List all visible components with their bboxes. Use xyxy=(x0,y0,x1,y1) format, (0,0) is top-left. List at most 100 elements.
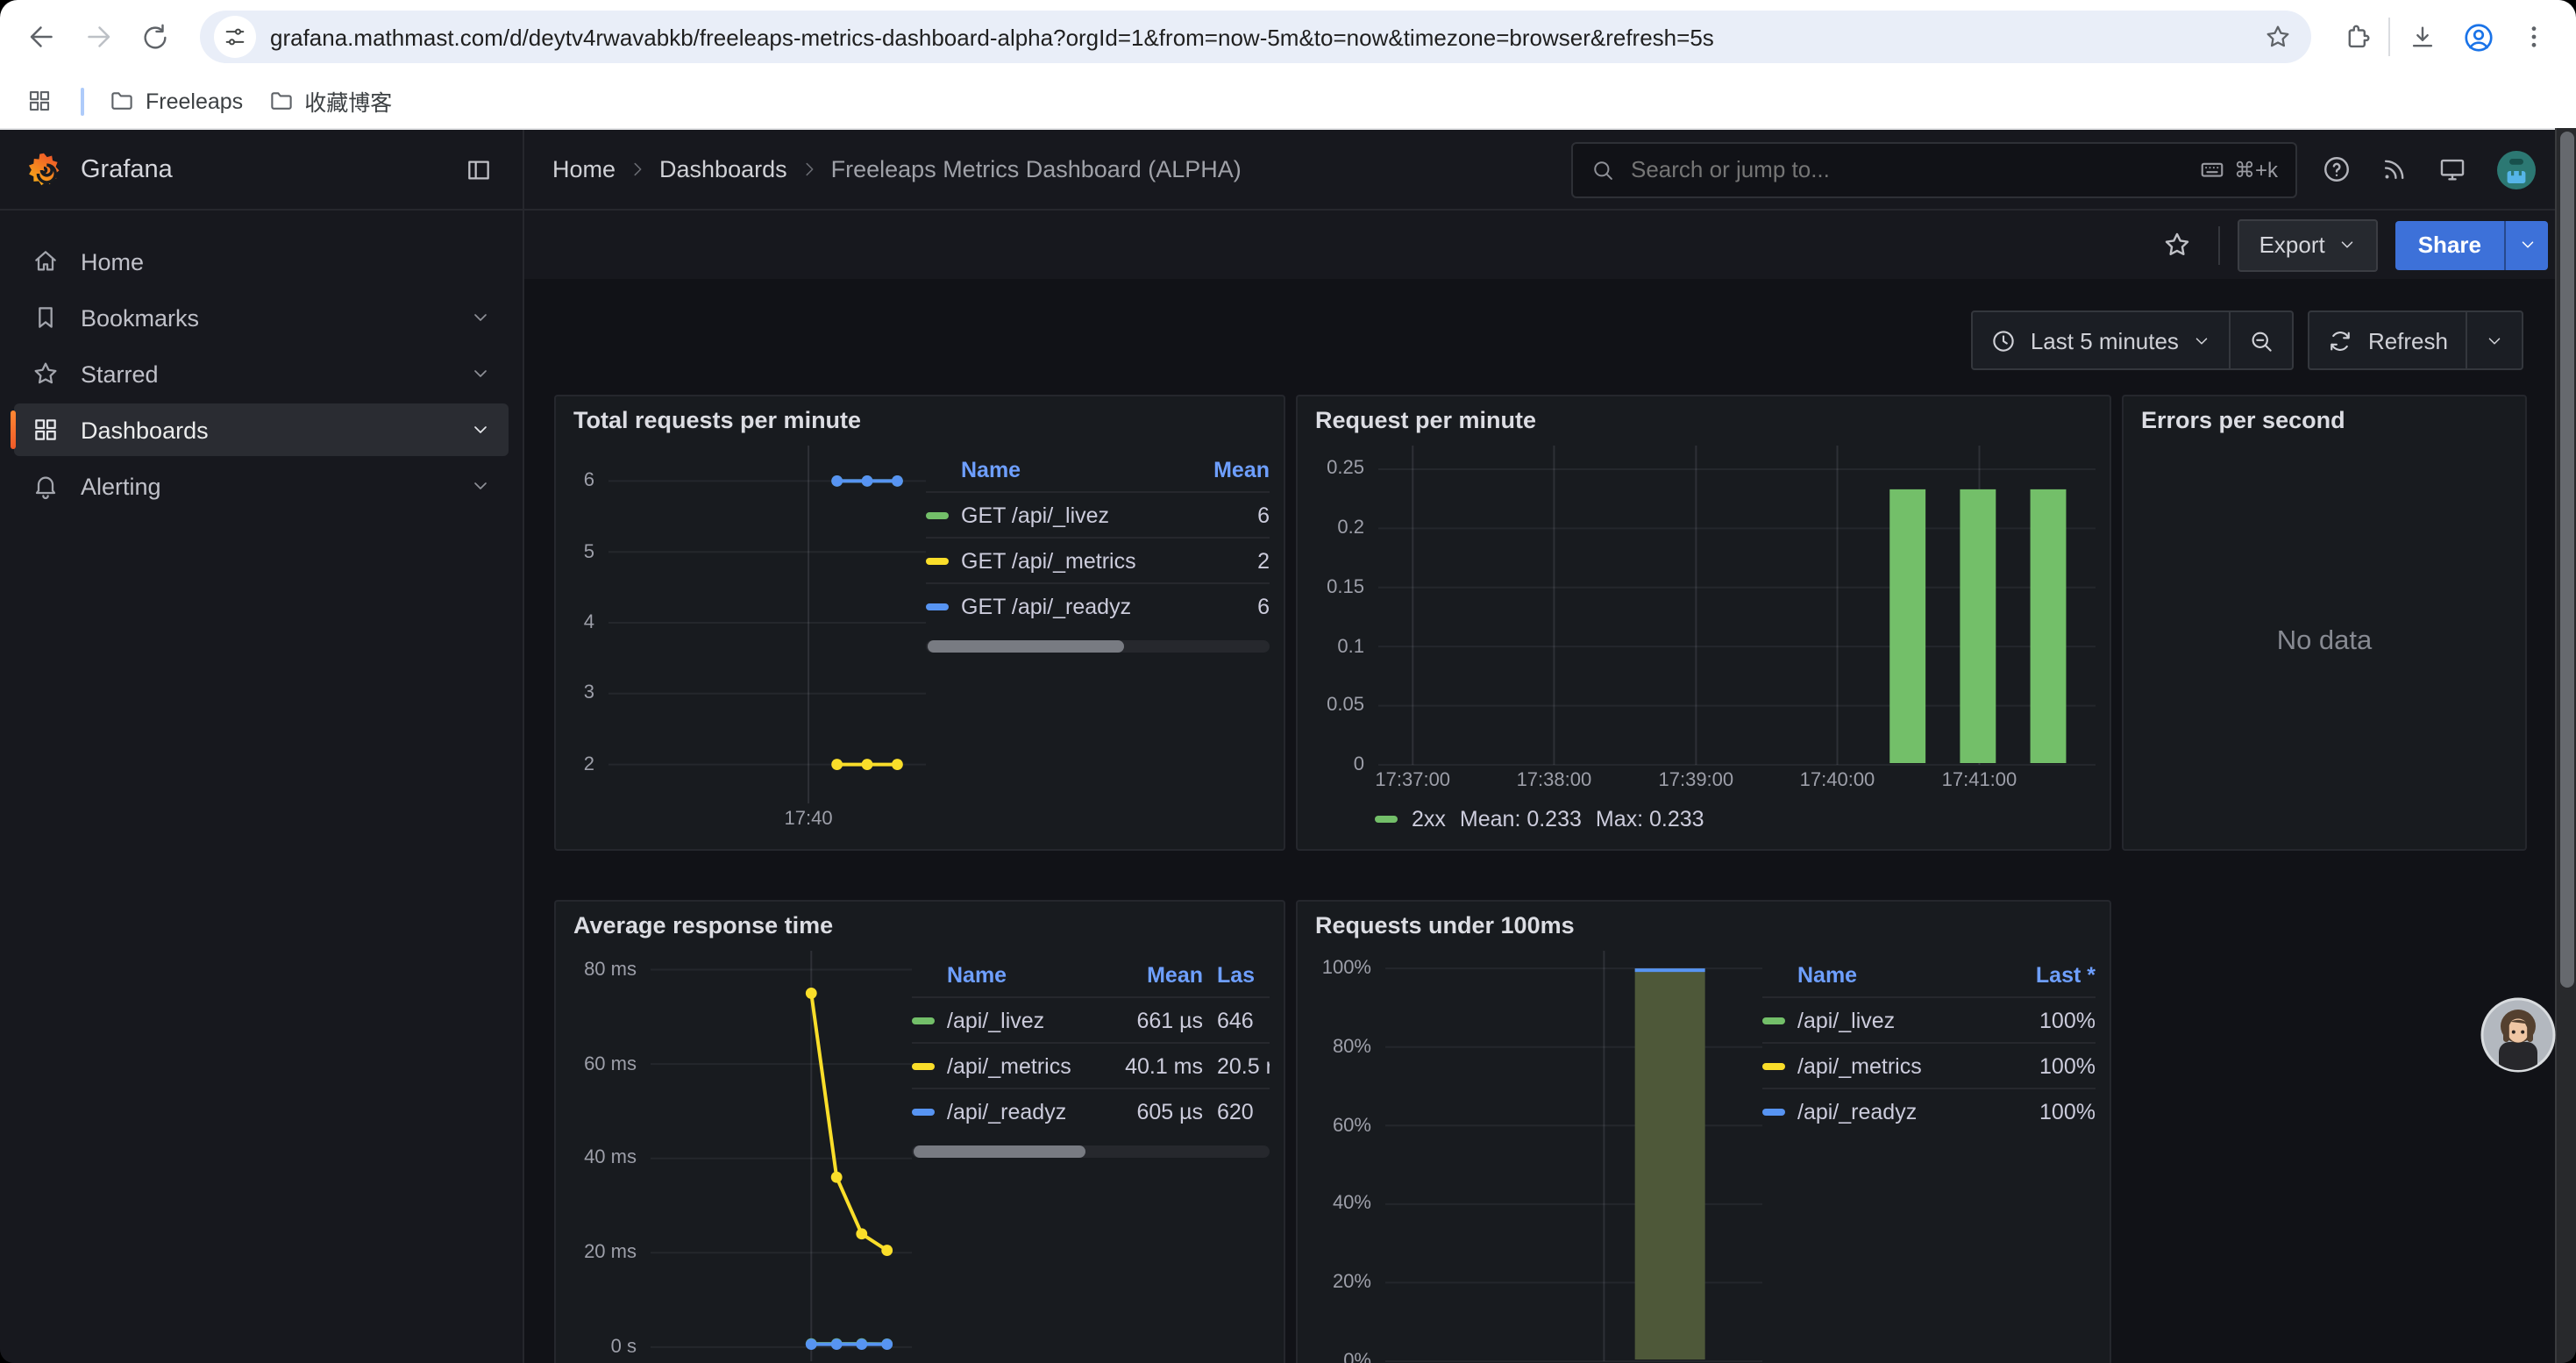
legend-inline[interactable]: 2xx Mean: 0.233 Max: 0.233 xyxy=(1312,800,2096,838)
page-scroll-thumb[interactable] xyxy=(2559,132,2573,988)
share-button[interactable]: Share xyxy=(2395,220,2504,269)
url-bar[interactable] xyxy=(200,11,2311,63)
shortcut-label: ⌘+k xyxy=(2234,157,2278,182)
legend-scroll-thumb[interactable] xyxy=(914,1145,1085,1158)
chevron-down-icon xyxy=(2485,331,2504,350)
extensions-button[interactable] xyxy=(2332,12,2381,61)
sidebar-item-bookmarks[interactable]: Bookmarks xyxy=(14,291,509,344)
series-name[interactable]: /api/_metrics xyxy=(947,1053,1101,1078)
legend-row[interactable]: /api/_readyz 100% xyxy=(1762,1088,2096,1133)
series-name[interactable]: /api/_readyz xyxy=(1797,1099,2004,1124)
legend-scrollbar[interactable] xyxy=(912,1145,1270,1158)
refresh-button[interactable]: Refresh xyxy=(2310,312,2466,368)
export-button[interactable]: Export xyxy=(2238,218,2378,271)
legend-scrollbar[interactable] xyxy=(926,640,1270,653)
requests-under-100ms-chart[interactable]: 100%80%60%40%20%0%17:40 xyxy=(1312,951,1762,1363)
sidebar-item-label: Home xyxy=(81,248,144,275)
page-scrollbar[interactable] xyxy=(2555,128,2576,1363)
refresh-group: Refresh xyxy=(2309,310,2523,370)
sidebar-item-dashboards[interactable]: Dashboards xyxy=(14,403,509,456)
puzzle-icon xyxy=(2342,22,2372,52)
browser-menu-button[interactable] xyxy=(2509,12,2558,61)
legend-scroll-thumb[interactable] xyxy=(928,640,1123,653)
legend-row[interactable]: /api/_readyz 605 µs 620 xyxy=(912,1088,1270,1133)
series-name[interactable]: GET /api/_readyz xyxy=(961,594,1189,618)
series-name[interactable]: /api/_livez xyxy=(1797,1008,2004,1032)
panel-title[interactable]: Request per minute xyxy=(1298,396,2110,444)
panel-title[interactable]: Total requests per minute xyxy=(556,396,1284,444)
panel-left-icon xyxy=(465,155,493,183)
bookmark-folder-freeleaps[interactable]: Freeleaps xyxy=(109,88,243,114)
search-box[interactable]: ⌘+k xyxy=(1571,141,2297,197)
zoom-out-icon xyxy=(2249,327,2275,353)
legend-col-mean[interactable]: Mean xyxy=(1189,458,1270,482)
series-name[interactable]: GET /api/_metrics xyxy=(961,548,1189,573)
legend-col-last[interactable]: Last * xyxy=(2004,963,2096,988)
refresh-interval-button[interactable] xyxy=(2466,312,2522,368)
downloads-button[interactable] xyxy=(2397,12,2446,61)
chevron-down-icon[interactable] xyxy=(470,307,491,328)
average-response-time-chart[interactable]: 80 ms60 ms40 ms20 ms0 s17:40 xyxy=(570,951,912,1363)
news-rss-icon[interactable] xyxy=(2380,154,2409,184)
topbar-icons xyxy=(2311,148,2548,190)
legend-col-name[interactable]: Name xyxy=(961,458,1189,482)
monitor-icon[interactable] xyxy=(2437,154,2467,184)
legend-col-mean[interactable]: Mean xyxy=(1101,963,1203,988)
chevron-down-icon[interactable] xyxy=(470,419,491,440)
collapse-sidebar-button[interactable] xyxy=(459,150,498,189)
legend-col-name[interactable]: Name xyxy=(1797,963,2004,988)
floating-assistant-avatar[interactable] xyxy=(2480,996,2557,1074)
arrow-right-icon xyxy=(82,21,114,53)
legend-row[interactable]: /api/_livez 661 µs 646 xyxy=(912,996,1270,1042)
series-name[interactable]: /api/_readyz xyxy=(947,1099,1101,1124)
series-mean: 6 xyxy=(1189,594,1270,618)
star-dashboard-button[interactable] xyxy=(2153,220,2202,269)
legend-row[interactable]: /api/_livez 100% xyxy=(1762,996,2096,1042)
series-name[interactable]: /api/_livez xyxy=(947,1008,1101,1032)
bookmark-folder-blogs[interactable]: 收藏博客 xyxy=(267,84,392,118)
series-name[interactable]: /api/_metrics xyxy=(1797,1053,2004,1078)
forward-button[interactable] xyxy=(74,12,123,61)
legend-row[interactable]: /api/_metrics 40.1 ms 20.5 r xyxy=(912,1042,1270,1088)
apps-shortcut-button[interactable] xyxy=(21,83,56,118)
time-range-button[interactable]: Last 5 minutes xyxy=(1973,312,2230,368)
series-name[interactable]: GET /api/_livez xyxy=(961,503,1189,527)
user-avatar[interactable] xyxy=(2495,148,2537,190)
panel-title[interactable]: Errors per second xyxy=(2124,396,2525,444)
series-name[interactable]: 2xx xyxy=(1412,807,1446,831)
panel-title[interactable]: Average response time xyxy=(556,902,1284,949)
sidebar-header: Grafana xyxy=(0,130,523,211)
series-color-chip xyxy=(1375,816,1398,823)
star-icon xyxy=(32,360,60,388)
sidebar-item-home[interactable]: Home xyxy=(14,235,509,288)
back-button[interactable] xyxy=(18,12,67,61)
chevron-down-icon[interactable] xyxy=(470,475,491,496)
legend-col-name[interactable]: Name xyxy=(947,963,1101,988)
legend-col-last[interactable]: Las xyxy=(1203,963,1270,988)
panel-title[interactable]: Requests under 100ms xyxy=(1298,902,2110,949)
url-input[interactable] xyxy=(256,24,2259,50)
sidebar-item-alerting[interactable]: Alerting xyxy=(14,460,509,512)
series-last: 100% xyxy=(2004,1099,2096,1124)
total-requests-chart[interactable]: 6543217:40 xyxy=(570,446,926,838)
legend-row[interactable]: GET /api/_readyz 6 xyxy=(926,582,1270,628)
profile-button[interactable] xyxy=(2453,12,2502,61)
legend-row[interactable]: GET /api/_livez 6 xyxy=(926,491,1270,537)
browser-window: Freeleaps 收藏博客 Grafana xyxy=(0,0,2576,1363)
chevron-down-icon[interactable] xyxy=(470,363,491,384)
request-per-minute-chart[interactable]: 0.250.20.150.10.05017:37:0017:38:0017:39… xyxy=(1312,446,2096,800)
site-settings-button[interactable] xyxy=(214,16,256,58)
zoom-out-time-button[interactable] xyxy=(2230,312,2293,368)
sidebar-item-starred[interactable]: Starred xyxy=(14,347,509,400)
help-icon[interactable] xyxy=(2322,154,2352,184)
time-range-group: Last 5 minutes xyxy=(1971,310,2295,370)
home-icon xyxy=(32,247,60,275)
breadcrumb-home[interactable]: Home xyxy=(552,156,616,182)
bookmark-page-button[interactable] xyxy=(2259,18,2297,56)
search-input[interactable] xyxy=(1627,154,2187,184)
legend-row[interactable]: /api/_metrics 100% xyxy=(1762,1042,2096,1088)
share-menu-button[interactable] xyxy=(2504,220,2548,269)
reload-button[interactable] xyxy=(130,12,179,61)
breadcrumb-dashboards[interactable]: Dashboards xyxy=(659,156,787,182)
legend-row[interactable]: GET /api/_metrics 2 xyxy=(926,537,1270,582)
